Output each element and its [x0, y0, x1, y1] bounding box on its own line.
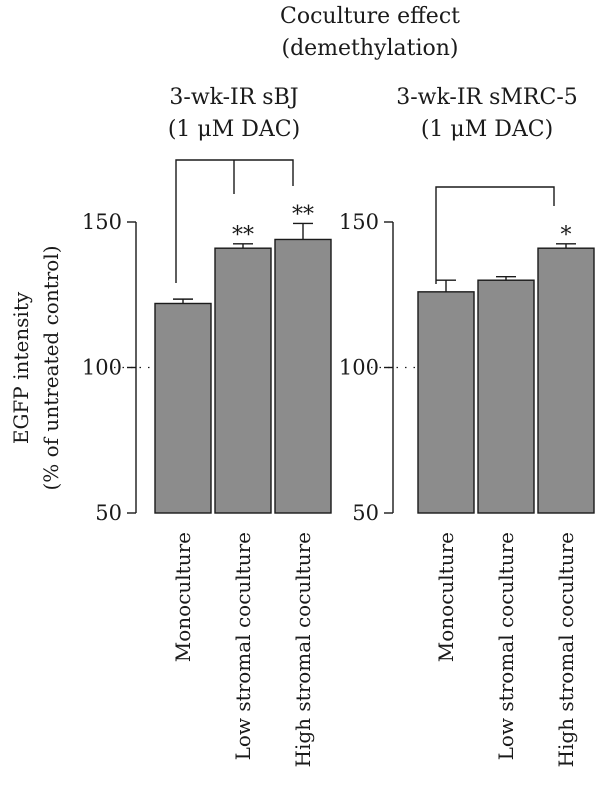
panel-sbj-significance-1: **	[232, 223, 254, 248]
panel-sbj-category-label-2: High stromal coculture	[291, 532, 315, 767]
panel-smrc5-y-tick-label-2: 150	[339, 210, 379, 234]
panel-sbj-bar-0	[154, 302, 212, 514]
panel-smrc5-bar-2	[537, 247, 595, 514]
y-axis-title-line1: EGFP intensity	[9, 291, 33, 444]
panel-sbj-y-tick-label-2: 150	[82, 210, 122, 234]
figure-title-line2: (demethylation)	[281, 36, 458, 61]
panel-sbj-plot: 50 100 150 Monoculture ** Low stromal cocultu…	[82, 202, 332, 767]
panel-smrc5: 3-wk-IR sMRC-5 (1 μM DAC) 50 100 150 Monocu…	[339, 85, 595, 767]
panel-sbj-title-line2: (1 μM DAC)	[168, 117, 300, 142]
panel-smrc5-plot: 50 100 150 Monoculture Low stromal coculture…	[339, 210, 595, 767]
panel-sbj-comparison-bracket	[175, 159, 294, 283]
panel-smrc5-bar-0	[417, 291, 475, 514]
panel-smrc5-significance-2: *	[561, 223, 572, 248]
figure-title-line1: Coculture effect	[280, 4, 460, 29]
panel-sbj-bar-1	[214, 247, 272, 514]
panel-sbj-y-tick-label-1: 100	[82, 356, 122, 380]
panel-sbj-bar-2	[274, 238, 332, 514]
panel-smrc5-bar-1	[477, 279, 535, 514]
panel-smrc5-category-label-1: Low stromal coculture	[494, 532, 518, 760]
panel-smrc5-category-label-2: High stromal coculture	[554, 532, 578, 767]
panel-smrc5-y-tick-label-1: 100	[339, 356, 379, 380]
y-axis-title: EGFP intensity (% of untreated control)	[9, 245, 63, 490]
panel-sbj-significance-2: **	[292, 202, 314, 227]
panel-smrc5-comparison-bracket	[435, 186, 555, 284]
panel-smrc5-title-line1: 3-wk-IR sMRC-5	[396, 85, 578, 110]
panel-sbj: 3-wk-IR sBJ (1 μM DAC) 50 100 150 Monocultu…	[82, 85, 332, 767]
y-axis-title-line2: (% of untreated control)	[39, 245, 63, 490]
panel-smrc5-title-line2: (1 μM DAC)	[421, 117, 553, 142]
panel-smrc5-y-tick-label-0: 50	[352, 501, 379, 525]
panel-sbj-category-label-0: Monoculture	[171, 532, 195, 662]
panel-sbj-category-label-1: Low stromal coculture	[231, 532, 255, 760]
panel-sbj-title-line1: 3-wk-IR sBJ	[169, 85, 298, 110]
panel-sbj-y-tick-label-0: 50	[95, 501, 122, 525]
panel-smrc5-category-label-0: Monoculture	[434, 532, 458, 662]
